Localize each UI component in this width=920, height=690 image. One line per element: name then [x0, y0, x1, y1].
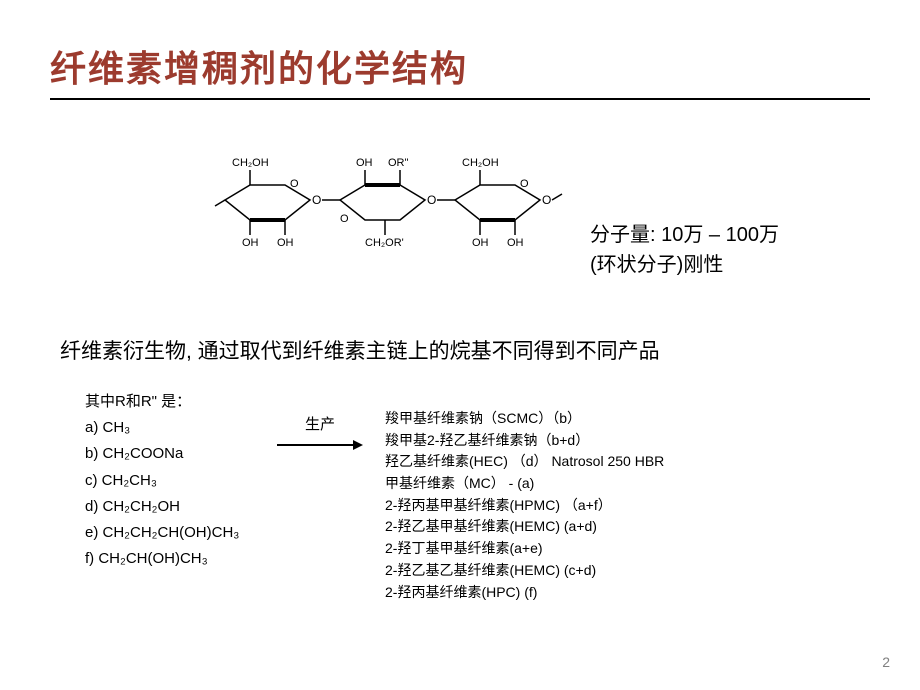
r-options-list: a) CH₃b) CH₂COONac) CH₂CH₃d) CH₂CH₂OHe) … — [85, 415, 239, 573]
product-item: 2-羟乙基乙基纤维素(HEMC) (c+d) — [385, 560, 664, 582]
svg-text:OH: OH — [507, 237, 524, 249]
product-item: 羧甲基2-羟乙基纤维素钠（b+d） — [385, 430, 664, 452]
svg-text:O: O — [427, 193, 436, 207]
product-item: 2-羟丁基甲基纤维素(a+e) — [385, 538, 664, 560]
r-option: b) CH₂COONa — [85, 441, 239, 467]
mw-line2: (环状分子)刚性 — [590, 250, 779, 280]
svg-text:O: O — [520, 178, 529, 190]
svg-text:OH: OH — [356, 157, 373, 169]
product-item: 羟乙基纤维素(HEC) （d） Natrosol 250 HBR — [385, 451, 664, 473]
arrow-label: 生产 — [270, 413, 370, 434]
product-item: 2-羟丙基甲基纤维素(HPMC) （a+f） — [385, 495, 664, 517]
cellulose-structure-diagram: O O O O O O CH₂OH OR" CH₂OH OH OH OH CH₂… — [190, 140, 570, 260]
slide-title: 纤维素增稠剂的化学结构 — [50, 40, 468, 92]
svg-text:CH₂OR': CH₂OR' — [365, 237, 404, 249]
r-option: f) CH₂CH(OH)CH₃ — [85, 546, 239, 572]
svg-text:O: O — [542, 193, 551, 207]
r-option: e) CH₂CH₂CH(OH)CH₃ — [85, 520, 239, 546]
r-option: d) CH₂CH₂OH — [85, 494, 239, 520]
mw-line1: 分子量: 10万 – 100万 — [590, 220, 779, 250]
svg-text:CH₂OH: CH₂OH — [462, 157, 499, 169]
r-option: c) CH₂CH₃ — [85, 468, 239, 494]
svg-text:CH₂OH: CH₂OH — [232, 157, 269, 169]
product-item: 羧甲基纤维素钠（SCMC）（b） — [385, 408, 664, 430]
svg-text:O: O — [290, 178, 299, 190]
molecular-weight-info: 分子量: 10万 – 100万 (环状分子)刚性 — [590, 220, 779, 280]
svg-text:OH: OH — [277, 237, 294, 249]
svg-text:O: O — [312, 193, 321, 207]
title-underline — [50, 98, 870, 100]
product-item: 甲基纤维素（MC） - (a) — [385, 473, 664, 495]
svg-text:O: O — [340, 213, 349, 225]
svg-text:OH: OH — [242, 237, 259, 249]
produces-arrow: 生产 — [270, 413, 370, 454]
product-item: 2-羟丙基纤维素(HPC) (f) — [385, 582, 664, 604]
r-option: a) CH₃ — [85, 415, 239, 441]
products-list: 羧甲基纤维素钠（SCMC）（b）羧甲基2-羟乙基纤维素钠（b+d）羟乙基纤维素(… — [385, 408, 664, 603]
svg-text:OR": OR" — [388, 157, 409, 169]
derivative-description: 纤维素衍生物, 通过取代到纤维素主链上的烷基不同得到不同产品 — [60, 335, 660, 365]
svg-text:OH: OH — [472, 237, 489, 249]
page-number: 2 — [882, 654, 890, 670]
r-header: 其中R和R" 是： — [85, 390, 191, 411]
product-item: 2-羟乙基甲基纤维素(HEMC) (a+d) — [385, 516, 664, 538]
